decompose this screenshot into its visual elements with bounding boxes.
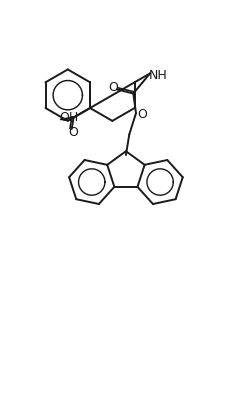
Text: O: O [137, 109, 147, 122]
Text: OH: OH [60, 111, 79, 124]
Text: NH: NH [148, 69, 167, 82]
Text: O: O [108, 81, 118, 94]
Text: O: O [68, 126, 78, 139]
